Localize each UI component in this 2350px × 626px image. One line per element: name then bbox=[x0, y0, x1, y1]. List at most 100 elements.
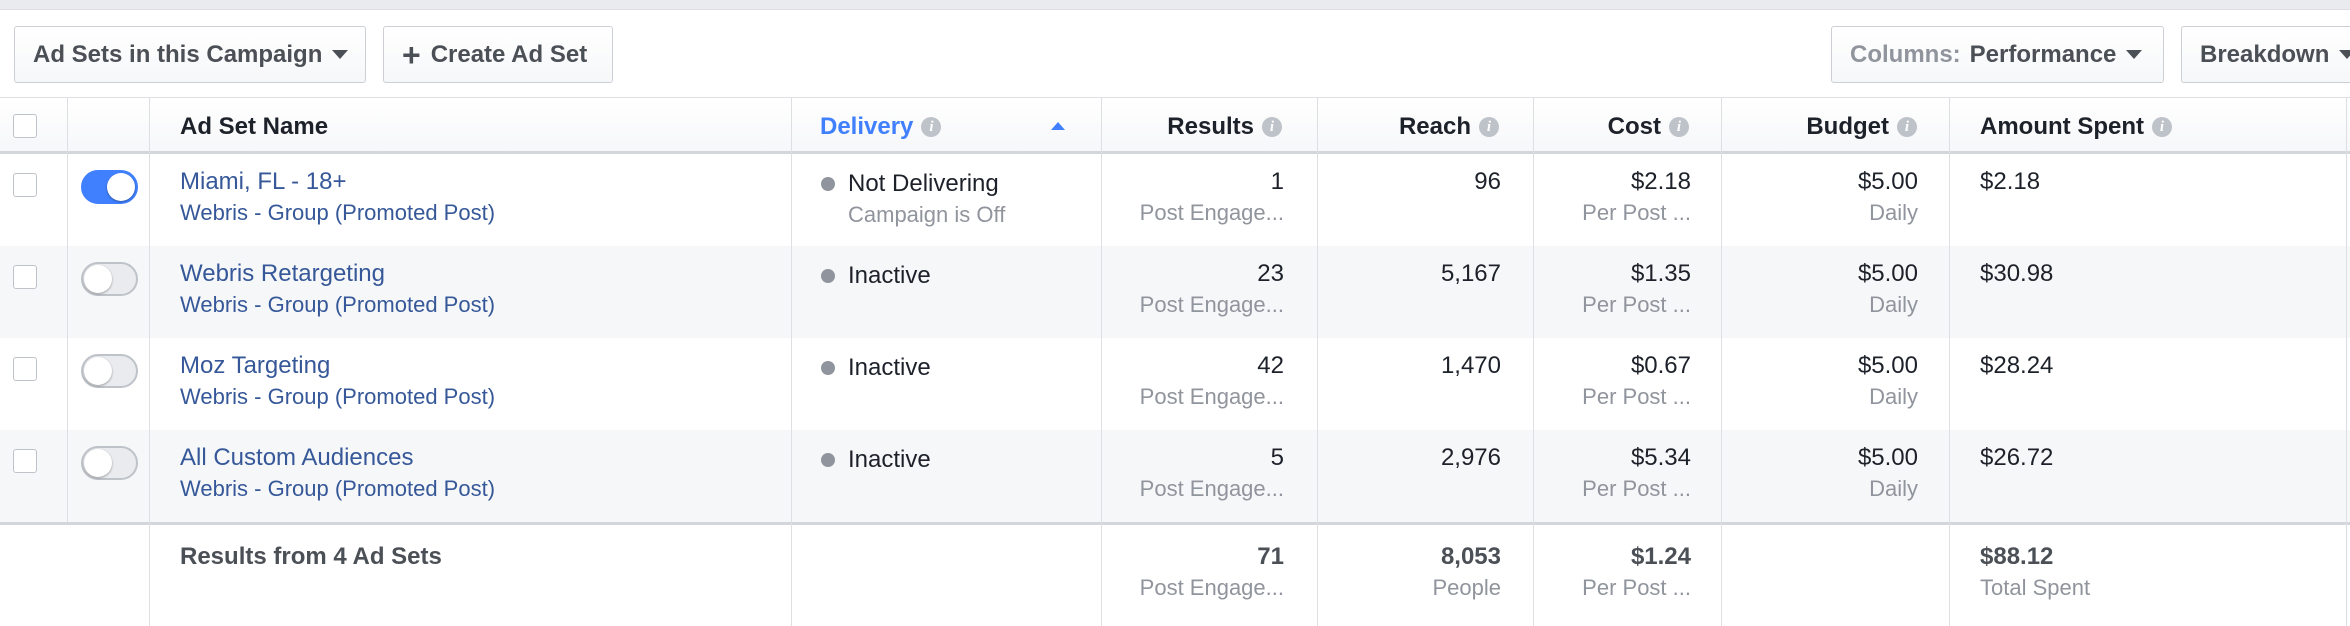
column-header-name[interactable]: Ad Set Name bbox=[180, 98, 328, 155]
budget-value: $5.00 bbox=[1857, 444, 1918, 471]
adsets-dropdown-button[interactable]: Ad Sets in this Campaign bbox=[14, 26, 366, 83]
amount-spent-value: $28.24 bbox=[1980, 352, 2054, 379]
budget-type: Daily bbox=[1869, 384, 1918, 409]
toggle-knob bbox=[107, 173, 135, 201]
table-row[interactable]: Webris Retargeting Webris - Group (Promo… bbox=[0, 246, 2350, 338]
toggle-knob bbox=[84, 357, 112, 385]
toolbar: Ad Sets in this Campaign + Create Ad Set… bbox=[0, 10, 2350, 97]
table-row[interactable]: Miami, FL - 18+ Webris - Group (Promoted… bbox=[0, 154, 2350, 246]
status-dot-icon bbox=[821, 269, 835, 283]
row-checkbox[interactable] bbox=[13, 449, 37, 473]
ad-set-toggle[interactable] bbox=[81, 170, 138, 204]
select-all-checkbox[interactable] bbox=[13, 114, 37, 138]
amount-spent-value: $26.72 bbox=[1980, 444, 2054, 471]
totals-amount-spent-value: $88.12 bbox=[1980, 543, 2054, 570]
info-icon[interactable]: i bbox=[1262, 116, 1282, 137]
campaign-name-link[interactable]: Webris - Group (Promoted Post) bbox=[180, 476, 496, 501]
column-divider bbox=[1949, 97, 1950, 626]
cost-value: $1.35 bbox=[1630, 260, 1691, 287]
table-row[interactable]: Moz Targeting Webris - Group (Promoted P… bbox=[0, 338, 2350, 430]
ad-set-toggle[interactable] bbox=[81, 262, 138, 296]
status-dot-icon bbox=[821, 177, 835, 191]
caret-down-icon bbox=[2339, 50, 2350, 59]
column-header-budget[interactable]: Budget i bbox=[1722, 98, 1917, 155]
cost-value: $5.34 bbox=[1630, 444, 1691, 471]
results-value: 1 bbox=[1270, 168, 1284, 195]
totals-reach-type: People bbox=[1432, 575, 1501, 600]
column-header-delivery[interactable]: Delivery i bbox=[820, 98, 942, 155]
column-divider bbox=[1533, 97, 1534, 626]
row-checkbox[interactable] bbox=[13, 357, 37, 381]
column-header-reach[interactable]: Reach i bbox=[1318, 98, 1499, 155]
delivery-status: Inactive bbox=[848, 446, 931, 473]
create-ad-set-button[interactable]: + Create Ad Set bbox=[383, 26, 613, 83]
totals-results-type: Post Engage... bbox=[1139, 575, 1284, 600]
info-icon[interactable]: i bbox=[1897, 116, 1917, 137]
ad-set-toggle[interactable] bbox=[81, 354, 138, 388]
ad-set-name-link[interactable]: Miami, FL - 18+ bbox=[180, 168, 347, 195]
columns-value: Performance bbox=[1969, 40, 2117, 68]
status-dot-icon bbox=[821, 453, 835, 467]
plus-icon: + bbox=[402, 36, 421, 73]
results-type: Post Engage... bbox=[1139, 476, 1284, 501]
ad-set-name-link[interactable]: All Custom Audiences bbox=[180, 444, 414, 471]
column-header-results-label: Results bbox=[1167, 112, 1254, 140]
row-checkbox[interactable] bbox=[13, 173, 37, 197]
reach-value: 5,167 bbox=[1440, 260, 1501, 287]
column-header-amount-spent-label: Amount Spent bbox=[1980, 112, 2144, 140]
column-header-name-label: Ad Set Name bbox=[180, 112, 329, 140]
column-divider bbox=[2346, 97, 2347, 626]
column-divider bbox=[791, 97, 792, 626]
totals-cost-value: $1.24 bbox=[1630, 543, 1691, 570]
sort-ascending-icon[interactable] bbox=[1051, 122, 1065, 130]
columns-prefix: Columns: bbox=[1850, 40, 1961, 68]
campaign-name-link[interactable]: Webris - Group (Promoted Post) bbox=[180, 384, 496, 409]
cost-value: $2.18 bbox=[1630, 168, 1691, 195]
info-icon[interactable]: i bbox=[1479, 116, 1499, 137]
info-icon[interactable]: i bbox=[921, 116, 942, 137]
column-header-delivery-label: Delivery bbox=[820, 112, 914, 140]
budget-type: Daily bbox=[1869, 200, 1918, 225]
caret-down-icon bbox=[2126, 50, 2143, 59]
caret-down-icon bbox=[332, 50, 349, 59]
column-header-amount-spent[interactable]: Amount Spent i bbox=[1980, 98, 2172, 155]
amount-spent-value: $2.18 bbox=[1980, 168, 2041, 195]
info-icon[interactable]: i bbox=[1669, 116, 1689, 137]
campaign-name-link[interactable]: Webris - Group (Promoted Post) bbox=[180, 292, 496, 317]
column-header-cost[interactable]: Cost i bbox=[1534, 98, 1689, 155]
adsets-dropdown-label: Ad Sets in this Campaign bbox=[33, 40, 323, 68]
cost-type: Per Post ... bbox=[1582, 476, 1691, 501]
amount-spent-value: $30.98 bbox=[1980, 260, 2054, 287]
cost-type: Per Post ... bbox=[1582, 292, 1691, 317]
breakdown-dropdown-button[interactable]: Breakdown bbox=[2181, 26, 2350, 83]
ad-set-toggle[interactable] bbox=[81, 446, 138, 480]
row-checkbox[interactable] bbox=[13, 265, 37, 289]
cost-type: Per Post ... bbox=[1582, 200, 1691, 225]
totals-cost-type: Per Post ... bbox=[1582, 575, 1691, 600]
toggle-knob bbox=[84, 449, 112, 477]
column-divider bbox=[1721, 97, 1722, 626]
budget-type: Daily bbox=[1869, 476, 1918, 501]
breakdown-label: Breakdown bbox=[2200, 40, 2330, 68]
totals-amount-spent-type: Total Spent bbox=[1980, 575, 2091, 600]
column-divider bbox=[1317, 97, 1318, 626]
totals-row: Results from 4 Ad Sets 71 Post Engage...… bbox=[0, 522, 2350, 626]
info-icon[interactable]: i bbox=[2151, 116, 2172, 137]
reach-value: 1,470 bbox=[1440, 352, 1501, 379]
budget-value: $5.00 bbox=[1857, 260, 1918, 287]
column-header-cost-label: Cost bbox=[1607, 112, 1661, 140]
table-row[interactable]: All Custom Audiences Webris - Group (Pro… bbox=[0, 430, 2350, 522]
campaign-name-link[interactable]: Webris - Group (Promoted Post) bbox=[180, 200, 496, 225]
table-header: Ad Set Name Delivery i Results i Reach i… bbox=[0, 97, 2350, 154]
delivery-status: Not Delivering bbox=[848, 170, 999, 197]
columns-dropdown-button[interactable]: Columns: Performance bbox=[1831, 26, 2164, 83]
ad-set-name-link[interactable]: Moz Targeting bbox=[180, 352, 331, 379]
totals-label: Results from 4 Ad Sets bbox=[180, 543, 442, 570]
results-value: 5 bbox=[1270, 444, 1284, 471]
status-dot-icon bbox=[821, 361, 835, 375]
delivery-substatus: Campaign is Off bbox=[848, 202, 1006, 227]
column-header-results[interactable]: Results i bbox=[1102, 98, 1282, 155]
column-divider bbox=[67, 97, 68, 522]
ad-set-name-link[interactable]: Webris Retargeting bbox=[180, 260, 385, 287]
totals-reach-value: 8,053 bbox=[1440, 543, 1501, 570]
